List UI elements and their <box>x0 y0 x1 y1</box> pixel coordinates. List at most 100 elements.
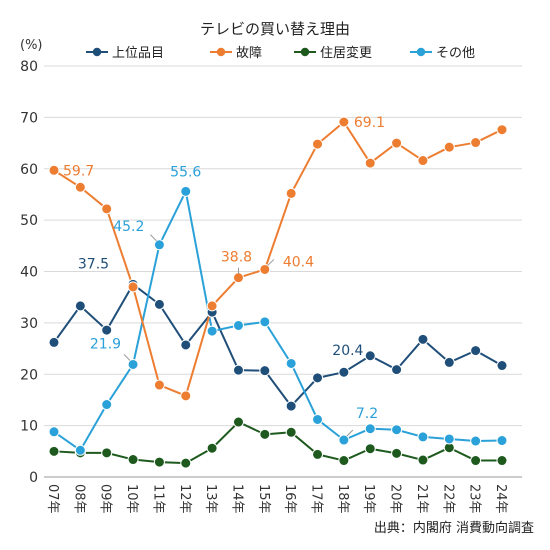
data-point <box>496 455 508 467</box>
data-point <box>391 447 403 459</box>
data-label: 7.2 <box>356 406 378 422</box>
data-point <box>232 319 244 331</box>
data-point <box>312 448 324 460</box>
data-point <box>74 300 86 312</box>
legend-marker <box>416 47 426 57</box>
data-point <box>470 455 482 467</box>
y-tick-label: 70 <box>20 110 38 126</box>
data-point <box>259 365 271 377</box>
x-tick-label: 21年 <box>414 484 429 514</box>
data-point <box>338 455 350 467</box>
data-point <box>180 339 192 351</box>
series-line <box>53 421 502 465</box>
label-leader <box>346 429 354 437</box>
data-point <box>285 357 297 369</box>
legend-marker <box>300 47 310 57</box>
series-lines <box>53 120 503 465</box>
x-axis-ticks: 07年 08年 09年 10年 11年 12年 13年 14年 15年 16年 17年 18年 19年 2… <box>45 484 508 514</box>
x-tick-label: 12年 <box>177 484 192 514</box>
data-point <box>312 372 324 384</box>
y-tick-label: 40 <box>20 265 38 281</box>
y-tick-label: 20 <box>20 367 38 383</box>
x-tick-label: 22年 <box>440 484 455 514</box>
data-label: 45.2 <box>113 219 144 235</box>
data-point <box>443 356 455 368</box>
x-tick-label: 23年 <box>467 484 482 514</box>
data-point <box>364 350 376 362</box>
data-point <box>101 324 113 336</box>
data-point <box>285 187 297 199</box>
x-tick-label: 16年 <box>282 484 297 514</box>
data-point <box>364 157 376 169</box>
data-point <box>180 390 192 402</box>
data-point <box>232 364 244 376</box>
data-point <box>127 281 139 293</box>
data-point <box>74 181 86 193</box>
y-tick-label: 10 <box>20 419 38 435</box>
data-point <box>391 364 403 376</box>
data-point <box>127 454 139 466</box>
data-label: 40.4 <box>283 254 314 270</box>
x-tick-label: 07年 <box>45 484 60 514</box>
data-point <box>180 457 192 469</box>
data-point <box>417 431 429 443</box>
data-labels: 37.5 20.4 59.7 38.8 40.4 69.1 21.9 45.2 55.6 7.2 <box>63 115 385 437</box>
x-tick-label: 10年 <box>124 484 139 514</box>
data-point <box>338 434 350 446</box>
data-point <box>443 141 455 153</box>
data-point <box>470 345 482 357</box>
label-leader <box>267 259 275 266</box>
data-point <box>443 433 455 445</box>
data-point <box>101 399 113 411</box>
data-point <box>338 366 350 378</box>
data-point <box>259 316 271 328</box>
legend-label: 上位品目 <box>112 46 164 61</box>
legend-label: その他 <box>436 46 475 61</box>
data-point <box>470 435 482 447</box>
data-point <box>101 447 113 459</box>
data-point <box>259 263 271 275</box>
series-points <box>48 116 508 469</box>
data-point <box>153 239 165 251</box>
data-point <box>153 298 165 310</box>
data-point <box>338 116 350 128</box>
legend-marker <box>216 47 226 57</box>
legend-label: 住居変更 <box>320 45 372 61</box>
data-point <box>180 185 192 197</box>
data-point <box>417 454 429 466</box>
data-point <box>364 443 376 455</box>
data-point <box>364 423 376 435</box>
data-point <box>101 203 113 215</box>
x-tick-label: 09年 <box>98 484 113 514</box>
data-point <box>391 424 403 436</box>
data-label: 20.4 <box>332 343 363 359</box>
data-label: 38.8 <box>221 250 252 266</box>
legend: 上位品目 故障 住居変更 その他 <box>86 45 475 61</box>
data-point <box>496 435 508 447</box>
y-tick-label: 50 <box>20 213 38 229</box>
data-point <box>496 360 508 372</box>
data-point <box>153 456 165 468</box>
data-point <box>206 442 218 454</box>
data-label: 59.7 <box>63 163 94 179</box>
data-point <box>312 413 324 425</box>
y-tick-label: 30 <box>20 316 38 332</box>
data-label: 21.9 <box>90 336 121 352</box>
data-point <box>206 325 218 337</box>
y-tick-label: 0 <box>29 470 38 486</box>
data-point <box>48 445 60 457</box>
chart-title: テレビの買い替え理由 <box>200 20 350 38</box>
data-point <box>48 164 60 176</box>
y-axis-unit: (%) <box>20 38 43 53</box>
gridlines <box>44 65 522 478</box>
legend-marker <box>92 47 102 57</box>
data-point <box>391 137 403 149</box>
x-tick-label: 20年 <box>388 484 403 514</box>
x-tick-label: 19年 <box>361 484 376 514</box>
legend-label: 故障 <box>236 46 262 61</box>
data-point <box>74 444 86 456</box>
source-note: 出典：内閣府 消費動向調査 <box>374 520 534 536</box>
data-point <box>312 138 324 150</box>
data-point <box>417 333 429 345</box>
